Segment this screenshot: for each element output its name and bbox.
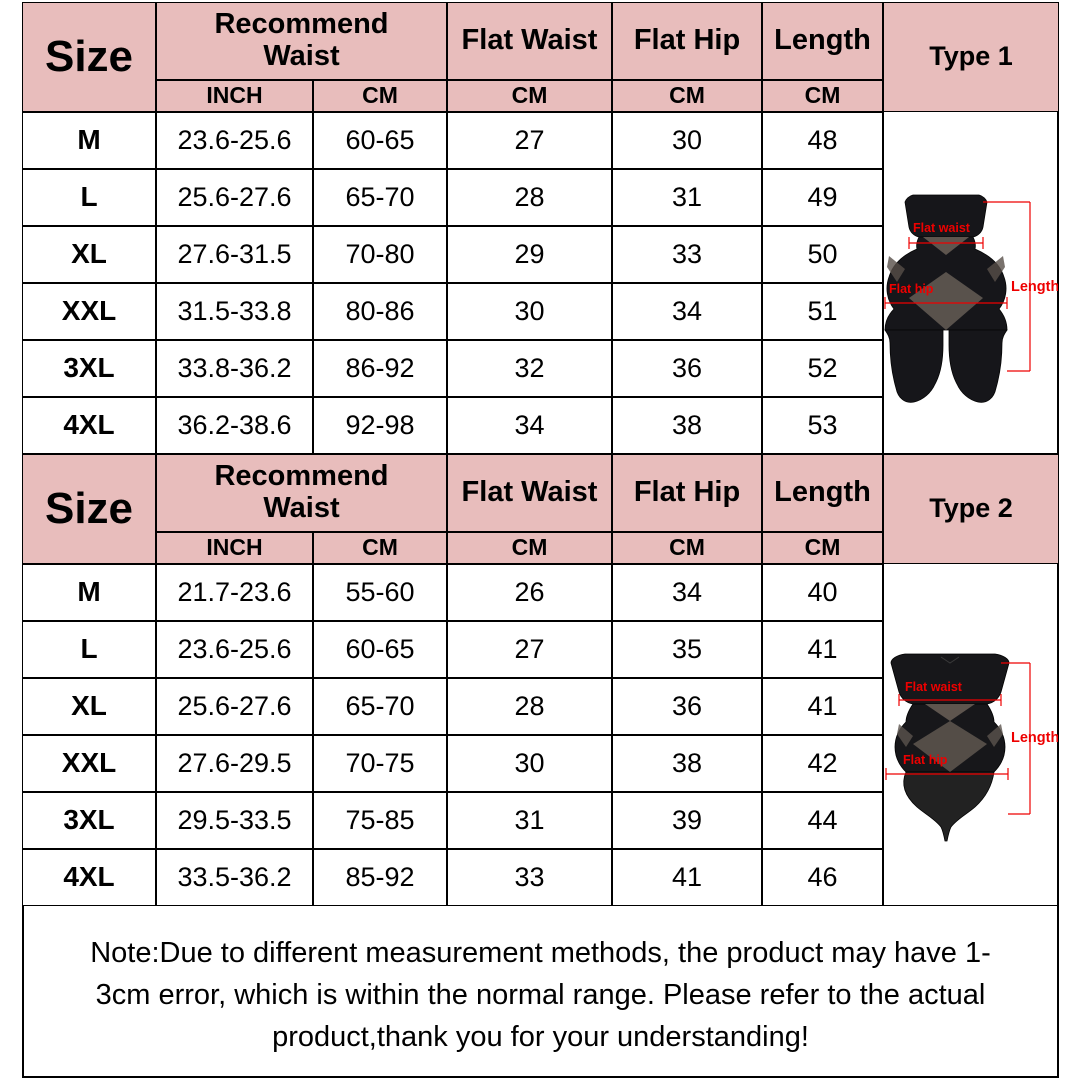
svg-text:Flat waist: Flat waist — [913, 221, 971, 235]
svg-text:Length: Length — [1011, 730, 1059, 746]
svg-text:Flat hip: Flat hip — [903, 753, 948, 767]
svg-text:Flat hip: Flat hip — [889, 282, 934, 296]
svg-text:Flat waist: Flat waist — [905, 680, 963, 694]
svg-text:Length: Length — [1011, 279, 1059, 295]
